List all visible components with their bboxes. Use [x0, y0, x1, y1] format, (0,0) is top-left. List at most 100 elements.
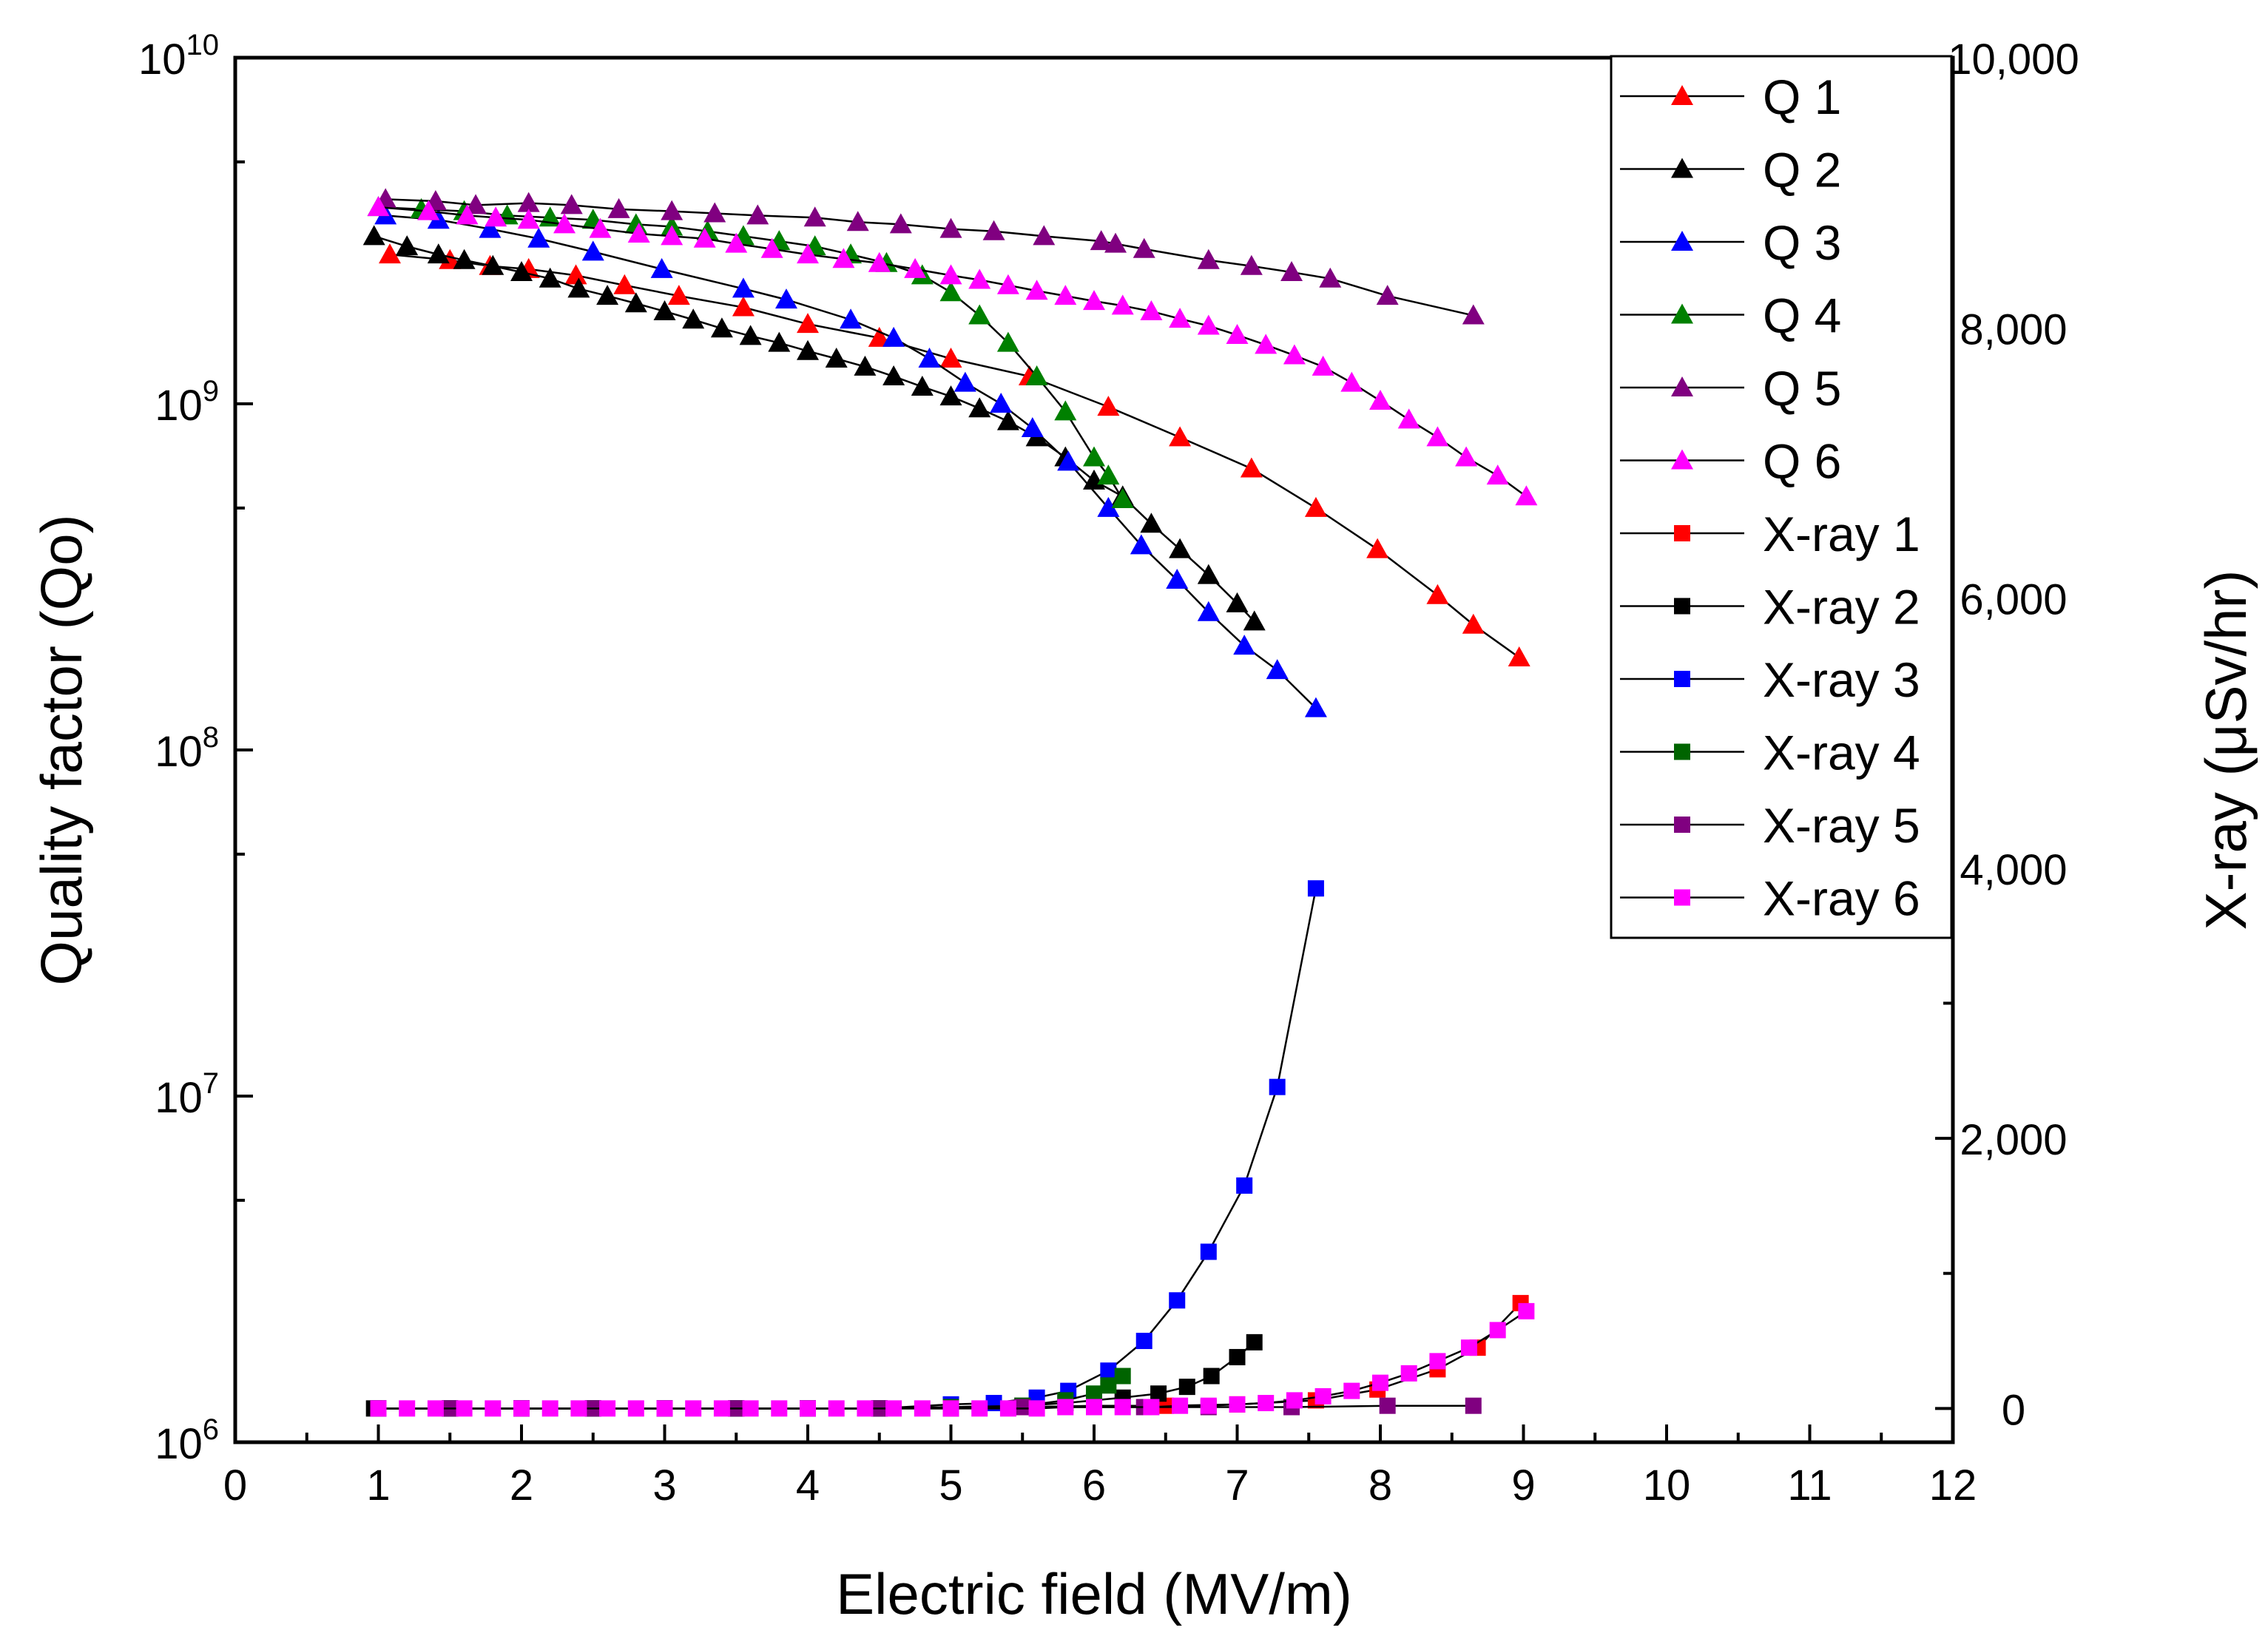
data-point [378, 243, 401, 264]
y-left-tick-label: 106 [155, 1413, 219, 1468]
data-point [1021, 417, 1044, 438]
data-point [942, 1400, 959, 1417]
x-tick-label: 5 [939, 1461, 962, 1510]
data-point [918, 348, 941, 368]
data-point [1233, 635, 1256, 655]
data-point [1508, 646, 1530, 666]
data-point [370, 1400, 387, 1417]
x-tick-label: 11 [1787, 1461, 1832, 1510]
data-point [1086, 1385, 1102, 1402]
data-point [742, 1400, 759, 1417]
data-point [656, 1400, 673, 1417]
data-point [1229, 1348, 1246, 1365]
y-right-tick-label: 10,000 [1948, 36, 2079, 84]
data-point [854, 355, 877, 376]
data-point [1266, 659, 1289, 680]
y-axis-right: 0 2,000 4,000 6,000 8,000 10,000 [1935, 36, 2079, 1434]
legend-label: X-ray 6 [1763, 871, 1920, 926]
data-point [1286, 1392, 1303, 1409]
data-point [713, 1400, 730, 1417]
data-point [971, 1400, 988, 1417]
data-point [1515, 485, 1538, 506]
data-point [1083, 290, 1105, 311]
data-point [1240, 457, 1263, 478]
legend-item: X-ray 3 [1620, 652, 1920, 707]
data-point [968, 268, 991, 289]
series-x-ray-6 [370, 1302, 1535, 1417]
data-point [1114, 1399, 1131, 1416]
y-left-tick-label: 109 [155, 375, 219, 430]
x-tick-label: 1 [366, 1461, 390, 1510]
data-point [553, 213, 576, 234]
legend-item: Q 3 [1620, 215, 1841, 270]
data-point [456, 1400, 473, 1417]
data-point [703, 202, 726, 223]
data-point [868, 251, 891, 272]
data-point [685, 1400, 702, 1417]
data-point [939, 385, 962, 406]
x-tick-label: 0 [223, 1461, 247, 1510]
data-point [1197, 249, 1220, 269]
legend-label: Q 6 [1763, 434, 1841, 489]
data-point [1246, 1334, 1263, 1351]
data-point [1312, 355, 1334, 376]
y-right-tick-label: 4,000 [1960, 846, 2067, 894]
data-point [1460, 1339, 1477, 1356]
legend-box [1610, 55, 1953, 939]
data-point [1269, 1078, 1286, 1095]
data-point [939, 264, 962, 285]
data-point [1014, 1399, 1031, 1416]
data-point [607, 197, 630, 218]
data-point [732, 296, 755, 317]
series-layer [362, 188, 1538, 1417]
data-point [1236, 1177, 1253, 1194]
data-point [482, 254, 504, 275]
data-point [1178, 1379, 1195, 1396]
data-point [1086, 1399, 1102, 1416]
data-point [774, 288, 797, 309]
data-point [939, 281, 962, 302]
data-point [857, 1400, 874, 1417]
series-q-1 [378, 243, 1530, 666]
data-point [1462, 304, 1485, 325]
data-point [889, 213, 912, 234]
y-left-tick-label: 107 [155, 1067, 219, 1122]
data-point [513, 1400, 530, 1417]
legend-marker [1674, 598, 1690, 615]
x-tick-label: 6 [1082, 1461, 1106, 1510]
data-point [1319, 267, 1342, 288]
x-tick-label: 10 [1643, 1461, 1691, 1510]
data-point [1133, 237, 1155, 258]
data-point [797, 339, 819, 360]
legend-item: Q 4 [1620, 288, 1841, 343]
legend-label: Q 5 [1763, 361, 1841, 416]
data-point [1197, 601, 1220, 621]
legend-item: Q 6 [1620, 434, 1841, 489]
legend-label: X-ray 1 [1763, 507, 1920, 561]
data-point [396, 235, 419, 256]
data-point [1200, 1243, 1217, 1260]
data-point [1229, 1396, 1246, 1413]
data-point [939, 348, 962, 368]
legend-label: X-ray 5 [1763, 798, 1920, 853]
data-point [968, 304, 991, 325]
data-point [911, 375, 934, 396]
data-point [1426, 426, 1449, 447]
data-point [1150, 1385, 1167, 1402]
legend-marker [1674, 889, 1690, 906]
data-point [1314, 1387, 1332, 1405]
data-point [1100, 1362, 1117, 1379]
data-point [1097, 464, 1120, 485]
y-axis-left-title: Quality factor (Qo) [29, 514, 94, 985]
data-point [1169, 1292, 1186, 1309]
series-line [389, 253, 1520, 658]
data-point [517, 209, 540, 229]
data-point [661, 225, 684, 246]
data-point [1243, 610, 1266, 631]
data-point [732, 277, 755, 298]
data-point [1169, 538, 1192, 558]
x-tick-label: 2 [510, 1461, 533, 1510]
data-point [627, 223, 650, 243]
data-point [1025, 365, 1048, 385]
legend-label: Q 3 [1763, 215, 1841, 270]
